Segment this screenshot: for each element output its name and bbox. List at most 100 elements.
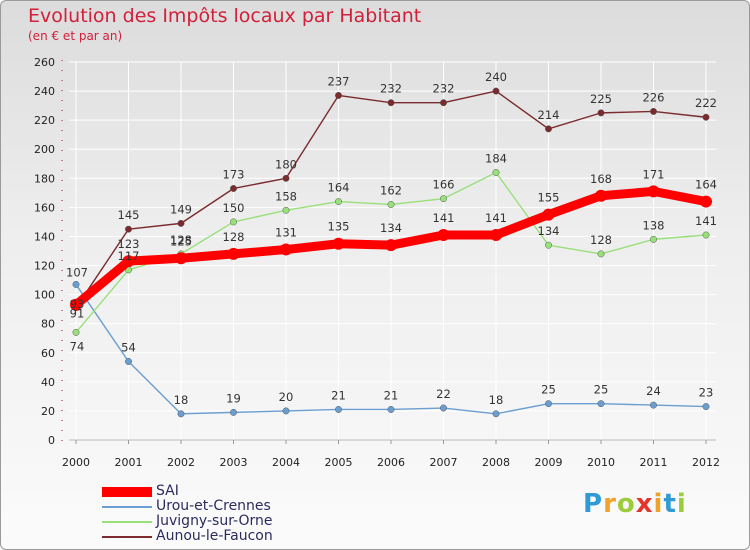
chart-subtitle: (en € et par an) — [28, 29, 123, 43]
data-point — [702, 231, 710, 239]
y-tick-label: 0 — [48, 434, 55, 447]
data-label: 18 — [489, 393, 504, 407]
x-tick-label: 2000 — [62, 456, 90, 469]
data-point — [230, 185, 237, 192]
data-point — [595, 189, 607, 202]
data-label: 162 — [380, 183, 402, 197]
data-point — [230, 408, 237, 416]
y-tick-label: 40 — [41, 376, 55, 389]
data-label: 168 — [590, 172, 612, 186]
logo-letter: i — [676, 489, 687, 519]
data-label: 135 — [328, 220, 350, 234]
data-label: 23 — [699, 386, 714, 400]
x-tick-label: 2002 — [167, 456, 195, 469]
y-tick-label: 80 — [41, 318, 55, 331]
data-point — [597, 400, 605, 408]
data-point — [700, 195, 712, 208]
data-label: 141 — [433, 211, 455, 225]
data-point — [282, 206, 290, 214]
data-point — [125, 225, 132, 233]
legend-label: SAI — [156, 483, 179, 499]
data-label: 91 — [70, 307, 85, 321]
data-point — [70, 298, 82, 311]
data-label: 173 — [223, 167, 245, 181]
data-label: 107 — [66, 265, 88, 279]
data-point — [230, 218, 237, 226]
data-label: 141 — [695, 214, 717, 228]
data-point — [122, 255, 135, 268]
logo-letter: t — [663, 489, 677, 519]
data-label: 25 — [541, 383, 556, 397]
data-label: 20 — [279, 390, 294, 404]
y-tick-label: 160 — [34, 201, 55, 214]
data-label: 138 — [643, 218, 665, 232]
data-point — [440, 195, 447, 203]
data-label: 240 — [485, 70, 507, 84]
x-tick-label: 2010 — [587, 456, 615, 469]
data-label: 128 — [590, 233, 612, 247]
data-point — [175, 252, 187, 265]
logo-letter: i — [653, 489, 664, 519]
y-tick-label: 120 — [34, 260, 55, 273]
x-tick-label: 2011 — [640, 456, 668, 469]
data-point — [650, 107, 657, 115]
data-point — [597, 250, 605, 258]
data-point — [492, 169, 500, 176]
y-tick-label: 220 — [34, 114, 55, 127]
data-point — [332, 237, 345, 250]
data-label: 171 — [643, 167, 665, 181]
data-point — [177, 219, 185, 227]
data-label: 158 — [275, 189, 297, 203]
data-point — [125, 358, 132, 365]
data-point — [335, 91, 342, 99]
data-point — [335, 406, 342, 413]
x-tick-label: 2001 — [115, 456, 143, 469]
data-label: 128 — [223, 230, 245, 244]
y-tick-label: 60 — [41, 347, 55, 360]
data-label: 164 — [695, 178, 717, 192]
x-tick-label: 2012 — [692, 456, 720, 469]
x-tick-label: 2004 — [272, 456, 300, 469]
data-point — [545, 241, 552, 249]
data-label: 18 — [174, 393, 189, 407]
data-label: 54 — [121, 340, 136, 354]
data-point — [282, 174, 290, 182]
data-label: 232 — [433, 82, 455, 96]
data-point — [387, 406, 395, 413]
data-point — [280, 243, 292, 256]
data-label: 149 — [170, 202, 192, 216]
legend-swatch — [102, 536, 152, 538]
data-point — [492, 87, 500, 95]
data-label: 184 — [485, 151, 507, 165]
x-tick-label: 2009 — [535, 456, 563, 469]
legend-label: Urou-et-Crennes — [156, 498, 271, 514]
data-label: 21 — [384, 388, 399, 402]
data-label: 134 — [538, 224, 560, 238]
data-label: 93 — [70, 297, 85, 311]
data-point — [387, 201, 395, 208]
data-label: 134 — [380, 221, 402, 235]
data-point — [282, 407, 290, 415]
x-tick-label: 2005 — [325, 456, 353, 469]
data-point — [72, 280, 80, 288]
data-point — [227, 247, 240, 260]
data-point — [702, 403, 710, 411]
data-point — [702, 113, 710, 121]
x-tick-label: 2003 — [220, 456, 248, 469]
data-point — [650, 235, 657, 243]
data-label: 19 — [226, 391, 241, 405]
y-tick-label: 20 — [41, 405, 55, 418]
data-label: 117 — [118, 249, 140, 263]
data-label: 150 — [223, 201, 245, 215]
data-point — [545, 125, 552, 133]
chart-title: Evolution des Impôts locaux par Habitant — [28, 5, 422, 27]
data-point — [335, 198, 342, 206]
data-point — [545, 400, 552, 408]
data-label: 21 — [331, 388, 346, 402]
x-tick-label: 2007 — [430, 456, 458, 469]
data-point — [440, 99, 447, 107]
legend-swatch — [102, 521, 152, 523]
data-label: 74 — [70, 339, 85, 353]
y-tick-label: 240 — [34, 85, 55, 98]
